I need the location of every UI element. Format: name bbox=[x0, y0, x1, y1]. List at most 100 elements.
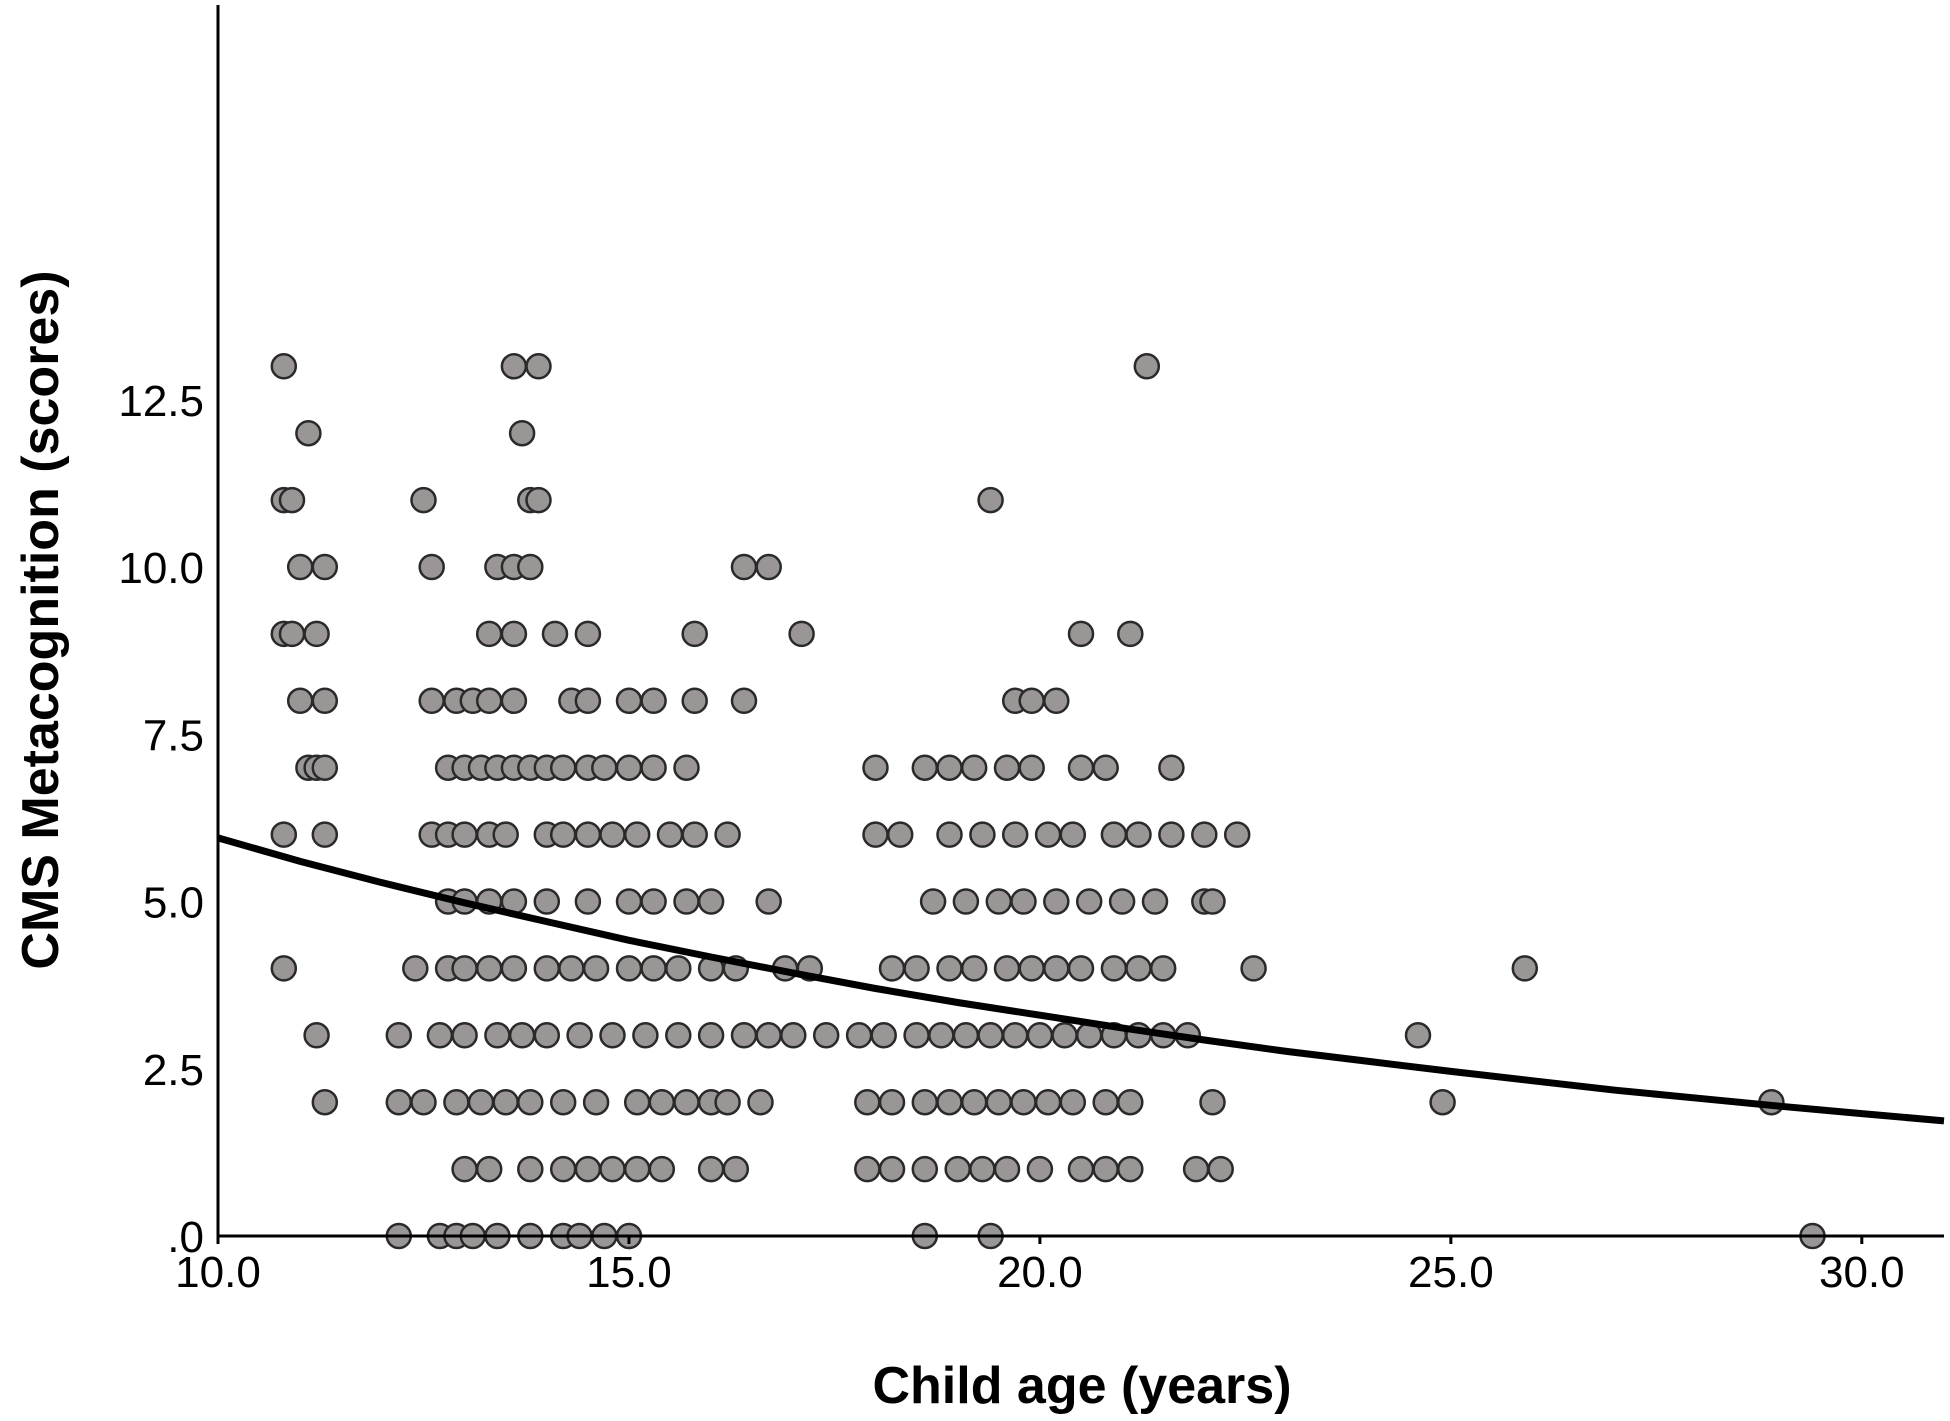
data-point bbox=[632, 1022, 659, 1049]
data-point bbox=[1067, 955, 1095, 982]
data-point bbox=[640, 687, 667, 715]
data-point bbox=[311, 687, 339, 715]
data-point bbox=[993, 1155, 1021, 1183]
data-point bbox=[475, 1155, 503, 1183]
data-point bbox=[952, 1022, 980, 1049]
data-point bbox=[402, 955, 429, 982]
data-point bbox=[944, 1155, 971, 1183]
data-point bbox=[525, 353, 552, 380]
data-point bbox=[993, 955, 1021, 982]
data-point bbox=[591, 754, 618, 781]
y-tick-label: 7.5 bbox=[143, 711, 204, 760]
data-point bbox=[648, 1155, 676, 1183]
data-point bbox=[730, 1022, 758, 1049]
data-point bbox=[1158, 754, 1185, 781]
data-point bbox=[566, 1022, 593, 1049]
data-point bbox=[952, 888, 980, 915]
data-point bbox=[673, 888, 700, 915]
data-point bbox=[385, 1088, 413, 1116]
data-point bbox=[640, 955, 667, 982]
data-point bbox=[755, 1022, 782, 1049]
data-point bbox=[1207, 1155, 1234, 1183]
data-point bbox=[985, 888, 1013, 915]
data-point bbox=[1182, 1155, 1210, 1183]
data-point bbox=[574, 687, 602, 715]
data-point bbox=[969, 821, 996, 848]
data-point bbox=[443, 1088, 470, 1116]
data-point bbox=[936, 955, 963, 982]
data-point bbox=[541, 620, 569, 648]
data-point bbox=[1059, 1088, 1087, 1116]
data-point bbox=[426, 1022, 454, 1049]
data-point bbox=[1010, 1088, 1037, 1116]
data-point bbox=[508, 419, 536, 447]
data-point bbox=[681, 821, 708, 848]
data-point bbox=[665, 955, 692, 982]
y-tick-label: 5.0 bbox=[143, 879, 204, 928]
data-point bbox=[1117, 1088, 1144, 1116]
data-point bbox=[788, 620, 815, 648]
data-point bbox=[582, 955, 610, 982]
x-tick-label: 25.0 bbox=[1408, 1248, 1494, 1297]
data-point bbox=[1240, 955, 1267, 982]
data-point bbox=[286, 687, 314, 715]
data-point bbox=[311, 1088, 339, 1116]
data-point bbox=[500, 353, 528, 380]
data-point bbox=[714, 1088, 741, 1116]
data-point bbox=[1018, 754, 1045, 781]
data-point bbox=[1034, 1088, 1062, 1116]
data-point bbox=[722, 1155, 750, 1183]
data-point bbox=[549, 1155, 577, 1183]
data-point bbox=[1141, 888, 1169, 915]
data-point bbox=[410, 1088, 437, 1116]
data-point bbox=[500, 955, 528, 982]
data-point bbox=[911, 1155, 939, 1183]
data-point bbox=[878, 1088, 906, 1116]
data-point bbox=[1133, 353, 1161, 380]
data-point bbox=[475, 687, 503, 715]
data-point bbox=[270, 821, 298, 848]
data-point bbox=[862, 754, 889, 781]
data-point bbox=[525, 486, 552, 514]
axis-ticks: 10.0 15.0 20.0 25.0 30.0 .0 2.5 5.0 7.5 10.0 12.5 bbox=[118, 377, 1904, 1297]
data-point bbox=[1059, 821, 1087, 848]
data-point bbox=[1051, 1022, 1078, 1049]
data-point bbox=[1010, 888, 1037, 915]
data-point bbox=[599, 1155, 626, 1183]
data-point bbox=[878, 1155, 906, 1183]
data-point bbox=[278, 620, 306, 648]
data-point bbox=[467, 1088, 495, 1116]
data-point bbox=[484, 1022, 511, 1049]
data-point bbox=[936, 754, 963, 781]
data-point bbox=[1001, 821, 1029, 848]
data-point bbox=[1100, 821, 1128, 848]
fitted-curve-line bbox=[217, 834, 1945, 1125]
data-point bbox=[475, 955, 503, 982]
data-point bbox=[870, 1022, 897, 1049]
y-tick-label: 10.0 bbox=[118, 544, 204, 593]
data-point bbox=[615, 955, 643, 982]
data-point bbox=[1043, 888, 1070, 915]
data-point bbox=[1018, 955, 1045, 982]
data-point bbox=[665, 1022, 692, 1049]
data-point bbox=[640, 888, 667, 915]
data-point bbox=[936, 1088, 963, 1116]
data-point bbox=[1092, 1088, 1119, 1116]
data-point bbox=[451, 821, 478, 848]
data-point bbox=[533, 1022, 561, 1049]
data-point bbox=[517, 553, 544, 581]
data-point bbox=[911, 1088, 939, 1116]
data-point bbox=[533, 888, 561, 915]
data-point bbox=[755, 888, 782, 915]
data-point bbox=[1100, 955, 1128, 982]
data-point bbox=[311, 821, 339, 848]
data-point bbox=[969, 1155, 996, 1183]
data-point bbox=[410, 486, 437, 514]
y-tick-label: 2.5 bbox=[143, 1046, 204, 1095]
data-point bbox=[886, 821, 914, 848]
data-point bbox=[1108, 888, 1136, 915]
data-point bbox=[673, 1088, 700, 1116]
data-point bbox=[517, 1155, 544, 1183]
data-point bbox=[812, 1022, 840, 1049]
